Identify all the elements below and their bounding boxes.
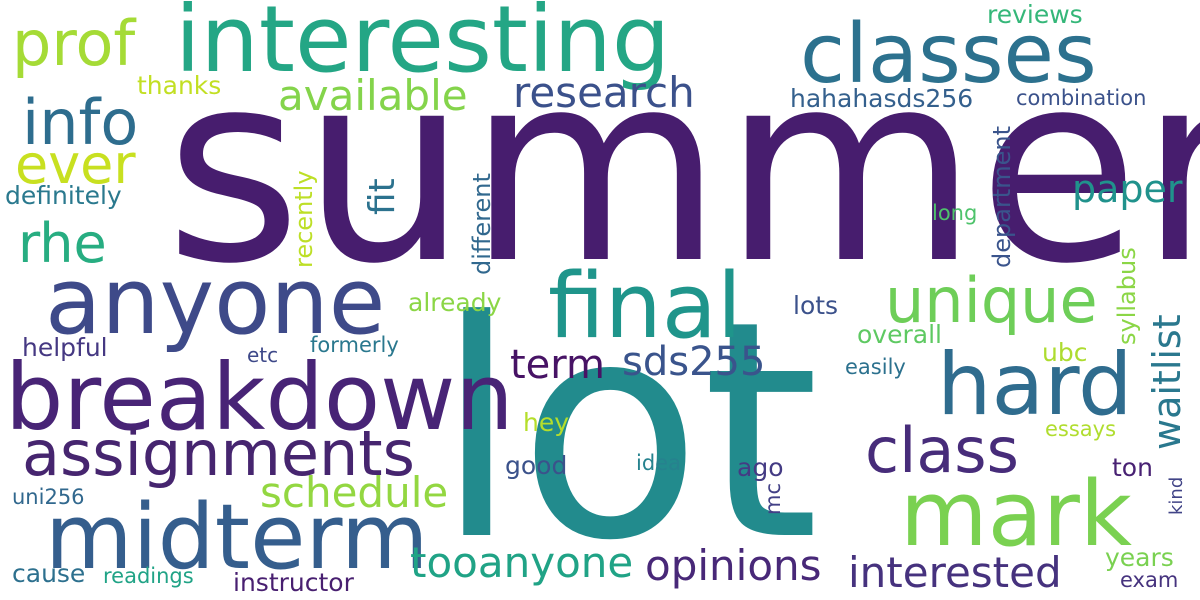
word-different: different [468,173,496,275]
word-recently: recently [290,170,318,268]
word-cause: cause [12,559,86,588]
word-etc: etc [247,343,279,367]
word-sds255: sds255 [622,339,766,385]
word-years: years [1105,543,1174,572]
word-readings: readings [103,564,194,588]
word-info: info [22,86,139,159]
word-prof: prof [12,7,136,80]
word-tooanyone: tooanyone [410,538,634,587]
word-interesting: interesting [175,0,671,93]
word-research: research [513,68,695,117]
word-midterm: midterm [45,485,429,590]
word-interested: interested [848,548,1062,597]
word-anyone: anyone [45,248,386,355]
word-available: available [278,71,468,120]
word-ever: ever [15,133,136,196]
word-mc: mc [761,482,785,515]
word-department: department [988,126,1016,268]
word-fit: fit [362,178,403,215]
word-uni256: uni256 [12,485,85,509]
word-hey: hey [523,408,570,437]
word-combination: combination [1016,86,1147,110]
word-exam: exam [1120,568,1179,592]
word-definitely: definitely [5,181,122,210]
word-ubc: ubc [1042,338,1088,367]
word-paper: paper [1072,167,1183,211]
word-classes: classes [800,7,1097,102]
word-waitlist: waitlist [1145,314,1189,450]
word-mark: mark [900,462,1132,567]
word-helpful: helpful [22,333,108,362]
word-idea: idea [636,451,681,475]
word-breakdown: breakdown [5,344,514,451]
word-term: term [510,342,605,388]
word-already: already [408,288,502,317]
word-instructor: instructor [233,568,354,597]
word-long: long [932,201,978,225]
word-rhe: rhe [18,212,107,275]
word-kind: kind [1166,476,1187,515]
word-class: class [865,414,1019,487]
word-opinions: opinions [645,541,822,590]
word-ago: ago [737,453,784,482]
word-reviews: reviews [987,0,1083,29]
word-lot: lot [435,257,820,600]
word-syllabus: syllabus [1113,247,1141,345]
word-overall: overall [857,320,942,349]
word-final: final [548,254,742,359]
word-schedule: schedule [260,468,449,517]
word-assignments: assignments [22,417,415,490]
word-ton: ton [1112,453,1153,482]
word-formerly: formerly [310,333,399,357]
word-good: good [505,451,568,480]
word-unique: unique [885,264,1098,337]
word-easily: easily [845,355,906,379]
word-thanks: thanks [137,71,222,100]
word-hard: hard [937,335,1133,435]
word-lots: lots [793,291,839,320]
word-essays: essays [1045,417,1117,441]
word-summer: summer [165,16,1200,321]
word-hahahasds256: hahahasds256 [790,84,974,113]
